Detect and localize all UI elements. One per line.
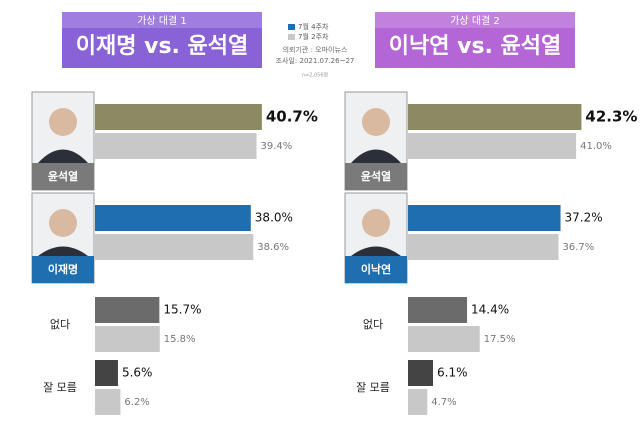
candidate-name: 윤석열 (48, 169, 78, 183)
candidate-label-band (345, 163, 407, 190)
photo-body (38, 149, 88, 163)
source-n: n=2,056명 (302, 72, 328, 79)
header-band (62, 12, 262, 28)
legend-label: 7월 2주차 (298, 32, 329, 41)
candidate-name: 윤석열 (361, 169, 391, 183)
photo-body (351, 149, 401, 163)
header-title: 이낙연 vs. 윤석열 (389, 34, 562, 59)
source-client: 의뢰기관 : 오마이뉴스 (283, 45, 348, 54)
source-date: 조사일: 2021.07.26~27 (276, 56, 355, 65)
header-box (62, 12, 262, 68)
value-label: 38.6% (257, 242, 289, 253)
header-subtitle: 가상 대결 1 (137, 15, 187, 27)
photo-head (362, 108, 390, 136)
value-label: 42.3% (585, 108, 637, 126)
value-label: 15.8% (164, 334, 196, 345)
legend: 7월 4주차 7월 2주차 의뢰기관 : 오마이뉴스 조사일: 2021.07.… (276, 22, 355, 79)
candidate-label-band (345, 256, 407, 283)
value-label: 40.7% (266, 108, 318, 126)
value-label: 14.4% (471, 303, 509, 317)
candidate-name: 이재명 (48, 262, 78, 276)
bar (95, 326, 160, 352)
category-label: 잘 모름 (43, 381, 77, 394)
header-subtitle: 가상 대결 2 (450, 15, 500, 27)
bar (95, 104, 262, 130)
legend-label: 7월 4주차 (298, 22, 329, 31)
value-label: 41.0% (580, 141, 612, 152)
legend-swatch (288, 24, 295, 30)
value-label: 39.4% (261, 141, 293, 152)
value-label: 15.7% (163, 303, 201, 317)
bar (95, 234, 254, 260)
header-box (375, 12, 575, 68)
value-label: 38.0% (255, 211, 293, 225)
bar (408, 205, 561, 231)
header-title: 이재명 vs. 윤석열 (76, 34, 249, 59)
photo-head (362, 209, 390, 237)
value-label: 5.6% (122, 366, 152, 380)
header-band (375, 12, 575, 28)
bar (408, 326, 480, 352)
category-label: 없다 (363, 318, 383, 331)
bar (408, 389, 428, 415)
value-label: 6.1% (437, 366, 468, 380)
candidate-label-band (32, 256, 94, 283)
bar (95, 389, 121, 415)
value-label: 17.5% (484, 334, 516, 345)
value-label: 36.7% (562, 242, 594, 253)
bar (408, 297, 468, 323)
bar (408, 104, 582, 130)
value-label: 4.7% (431, 397, 456, 408)
photo-head (49, 209, 77, 237)
value-label: 37.2% (565, 211, 603, 225)
bar (95, 360, 118, 386)
photo-body (351, 246, 401, 256)
bar (95, 205, 251, 231)
candidate-label-band (32, 163, 94, 190)
bar (408, 234, 559, 260)
photo-body (38, 246, 88, 256)
bar (408, 360, 434, 386)
value-label: 6.2% (124, 397, 149, 408)
bar (95, 297, 160, 323)
bar (408, 133, 577, 159)
category-label: 없다 (50, 318, 70, 331)
bar (95, 133, 257, 159)
legend-swatch (288, 34, 295, 40)
category-label: 잘 모름 (356, 381, 390, 394)
candidate-name: 이낙연 (361, 262, 391, 276)
photo-head (49, 108, 77, 136)
